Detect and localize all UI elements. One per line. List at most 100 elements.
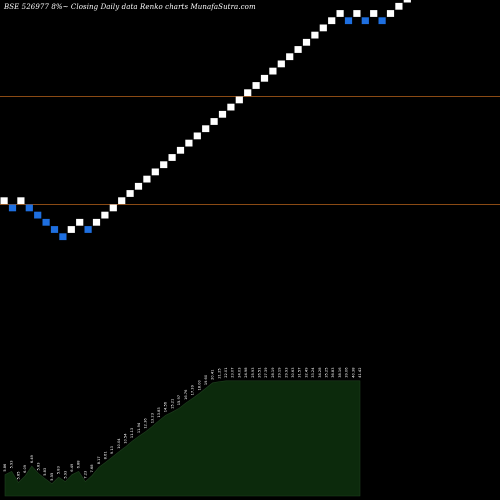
volume-label: 6.88 xyxy=(77,460,81,469)
volume-label: 26.51 xyxy=(258,367,262,377)
renko-brick xyxy=(210,118,218,125)
volume-label: 7.68 xyxy=(90,464,94,473)
volume-label: 35.25 xyxy=(325,367,329,377)
volume-label: 20.41 xyxy=(211,370,215,380)
level-lines xyxy=(0,96,500,205)
volume-label: 24.98 xyxy=(244,367,248,378)
volume-label: 5.93 xyxy=(63,471,67,479)
renko-brick xyxy=(244,89,252,97)
renko-brick xyxy=(84,226,92,233)
renko-brick xyxy=(311,31,319,39)
volume-label: 16.76 xyxy=(184,389,188,400)
renko-brick xyxy=(370,10,378,17)
renko-brick xyxy=(353,10,361,17)
renko-brick xyxy=(193,132,201,140)
renko-brick xyxy=(328,17,336,25)
volume-label: 28.19 xyxy=(271,367,275,378)
renko-brick xyxy=(227,103,235,111)
volume-label: 41.42 xyxy=(358,367,362,377)
volume-label: 5.93 xyxy=(10,460,14,468)
volume-label: 22.01 xyxy=(224,367,228,377)
volume-label: 5.55 xyxy=(50,473,54,481)
volume-label: 29.93 xyxy=(284,367,288,377)
volume-label: 29.19 xyxy=(278,367,282,378)
volume-label: 10.04 xyxy=(117,438,121,449)
volume-label: 5.83 xyxy=(57,466,61,474)
volume-label: 5.83 xyxy=(43,468,47,476)
volume-label: 19.60 xyxy=(204,374,208,385)
renko-brick xyxy=(277,60,285,68)
renko-brick xyxy=(143,175,151,183)
volume-label: 15.97 xyxy=(177,395,181,405)
renko-brick xyxy=(294,46,302,53)
volume-label: 33.24 xyxy=(311,367,315,378)
renko-brick xyxy=(134,182,143,190)
volume-label: 13.83 xyxy=(157,407,161,417)
renko-brick xyxy=(34,211,42,219)
renko-brick xyxy=(269,67,277,75)
renko-brick xyxy=(218,110,227,118)
renko-brick xyxy=(92,218,101,226)
renko-brick xyxy=(176,146,185,154)
volume-label: 18.00 xyxy=(197,379,201,390)
volume-label: 21.25 xyxy=(217,368,221,378)
renko-brick xyxy=(50,226,59,233)
renko-brick xyxy=(17,197,25,205)
volume-label: 8.17 xyxy=(97,456,101,464)
volume-label: 39.06 xyxy=(345,367,349,378)
volume-label: 31.57 xyxy=(298,367,302,377)
volume-label: 36.83 xyxy=(331,367,335,377)
volume-label: 13.23 xyxy=(150,413,154,423)
volume-label: 6.09 xyxy=(23,464,27,473)
chart-title: BSE 526977 8%~ Closing Daily data Renko … xyxy=(4,3,256,11)
volume-label: 23.07 xyxy=(231,367,235,377)
volume-label: 5.86 xyxy=(3,463,7,472)
renko-brick xyxy=(403,0,411,3)
renko-brick xyxy=(109,204,117,212)
volume-label: 14.56 xyxy=(164,401,168,412)
renko-brick xyxy=(302,38,311,46)
volume-label: 25.93 xyxy=(251,367,255,377)
volume-label: 6.49 xyxy=(30,454,34,463)
renko-brick xyxy=(286,53,294,61)
renko-brick xyxy=(151,168,159,176)
volume-label: 10.54 xyxy=(124,433,128,444)
volume-label: 9.13 xyxy=(110,446,114,454)
volume-label: 40.38 xyxy=(351,367,355,378)
renko-brick xyxy=(260,74,269,82)
volume-label: 12.36 xyxy=(144,418,148,429)
renko-brick xyxy=(168,154,176,161)
renko-brick xyxy=(101,211,109,219)
renko-brick xyxy=(67,226,75,233)
renko-brick xyxy=(386,10,395,17)
volume-label: 15.21 xyxy=(170,399,174,409)
renko-brick xyxy=(118,197,126,205)
renko-brick xyxy=(42,218,50,226)
renko-brick xyxy=(126,190,134,197)
volume-label: 6.49 xyxy=(70,463,74,472)
renko-brick xyxy=(235,96,243,104)
volume-label: 32.49 xyxy=(304,367,308,378)
volume-label: 24.03 xyxy=(237,367,241,377)
volume-label: 11.94 xyxy=(137,422,141,433)
volume-labels: 5.86 5.935.856.096.495.835.835.555.835.93… xyxy=(3,367,362,481)
renko-brick xyxy=(344,17,353,25)
renko-brick xyxy=(202,125,210,133)
volume-label: 8.61 xyxy=(103,451,107,459)
volume-label: 27.39 xyxy=(264,367,268,378)
renko-brick xyxy=(185,139,193,147)
volume-label: 30.63 xyxy=(291,367,295,377)
renko-brick xyxy=(25,204,33,212)
renko-brick xyxy=(395,2,403,10)
renko-brick xyxy=(160,161,168,169)
volume-panel xyxy=(4,380,361,497)
volume-label: 5.85 xyxy=(16,471,20,479)
renko-brick xyxy=(252,82,260,89)
renko-brick xyxy=(0,197,8,205)
renko-brick xyxy=(336,10,344,17)
renko-bricks xyxy=(0,0,411,241)
volume-label: 11.13 xyxy=(130,428,134,438)
volume-label: 38.16 xyxy=(338,367,342,378)
volume-label: 5.83 xyxy=(36,462,40,470)
